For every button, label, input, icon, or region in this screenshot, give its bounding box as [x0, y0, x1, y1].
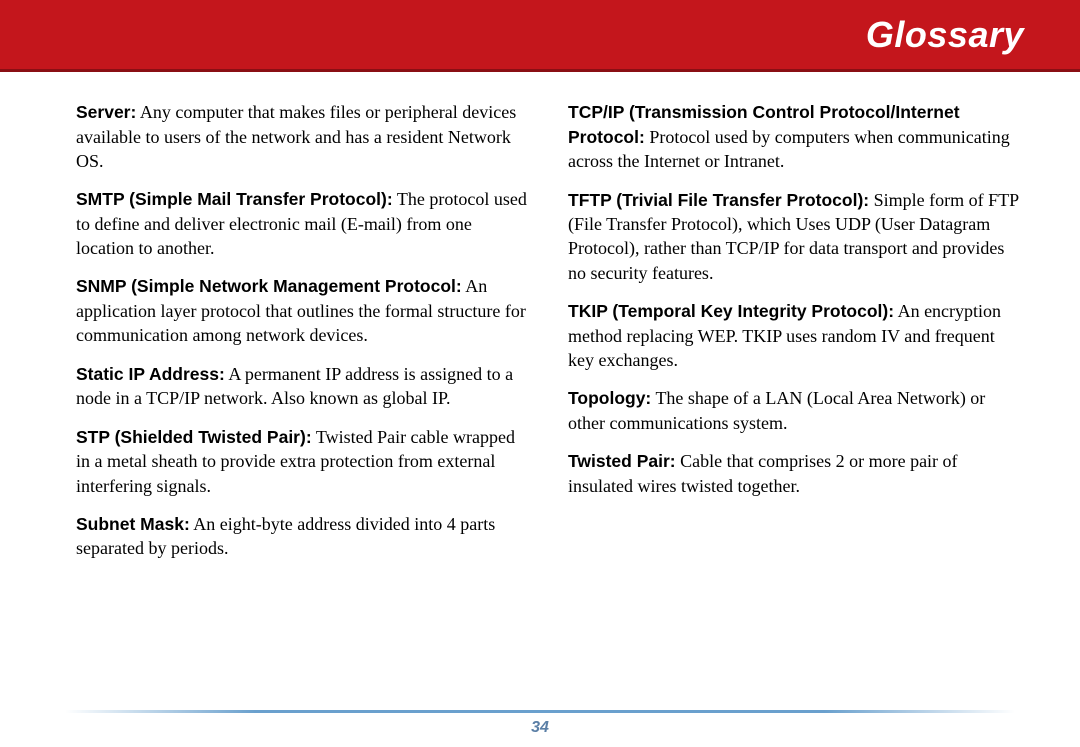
glossary-entry: Twisted Pair: Cable that comprises 2 or … [568, 449, 1024, 498]
term: Server: [76, 102, 136, 122]
term: TKIP (Temporal Key Integrity Protocol): [568, 301, 894, 321]
term: STP (Shielded Twisted Pair): [76, 427, 312, 447]
definition: Any computer that makes files or periphe… [76, 102, 516, 171]
glossary-entry: Server: Any computer that makes files or… [76, 100, 532, 173]
glossary-entry: STP (Shielded Twisted Pair): Twisted Pai… [76, 425, 532, 498]
header-bar: Glossary [0, 0, 1080, 72]
glossary-entry: Topology: The shape of a LAN (Local Area… [568, 386, 1024, 435]
term: Subnet Mask: [76, 514, 190, 534]
glossary-entry: TCP/IP (Transmission Control Protocol/In… [568, 100, 1024, 174]
glossary-entry: Subnet Mask: An eight-byte address divid… [76, 512, 532, 561]
term: Topology: [568, 388, 651, 408]
term: Twisted Pair: [568, 451, 676, 471]
term: Static IP Address: [76, 364, 225, 384]
content-area: Server: Any computer that makes files or… [76, 100, 1024, 699]
term: TFTP (Trivial File Transfer Protocol): [568, 190, 869, 210]
term: SNMP (Simple Network Management Protocol… [76, 276, 462, 296]
glossary-entry: SMTP (Simple Mail Transfer Protocol): Th… [76, 187, 532, 260]
header-underline [0, 69, 1080, 72]
page-title: Glossary [866, 14, 1024, 56]
footer: 34 [0, 710, 1080, 737]
term: SMTP (Simple Mail Transfer Protocol): [76, 189, 393, 209]
left-column: Server: Any computer that makes files or… [76, 100, 532, 699]
glossary-entry: TKIP (Temporal Key Integrity Protocol): … [568, 299, 1024, 372]
glossary-entry: TFTP (Trivial File Transfer Protocol): S… [568, 188, 1024, 286]
page-number: 34 [0, 719, 1080, 737]
glossary-entry: SNMP (Simple Network Management Protocol… [76, 274, 532, 347]
glossary-entry: Static IP Address: A permanent IP addres… [76, 362, 532, 411]
footer-divider [65, 710, 1015, 713]
right-column: TCP/IP (Transmission Control Protocol/In… [568, 100, 1024, 699]
page: Glossary Server: Any computer that makes… [0, 0, 1080, 747]
